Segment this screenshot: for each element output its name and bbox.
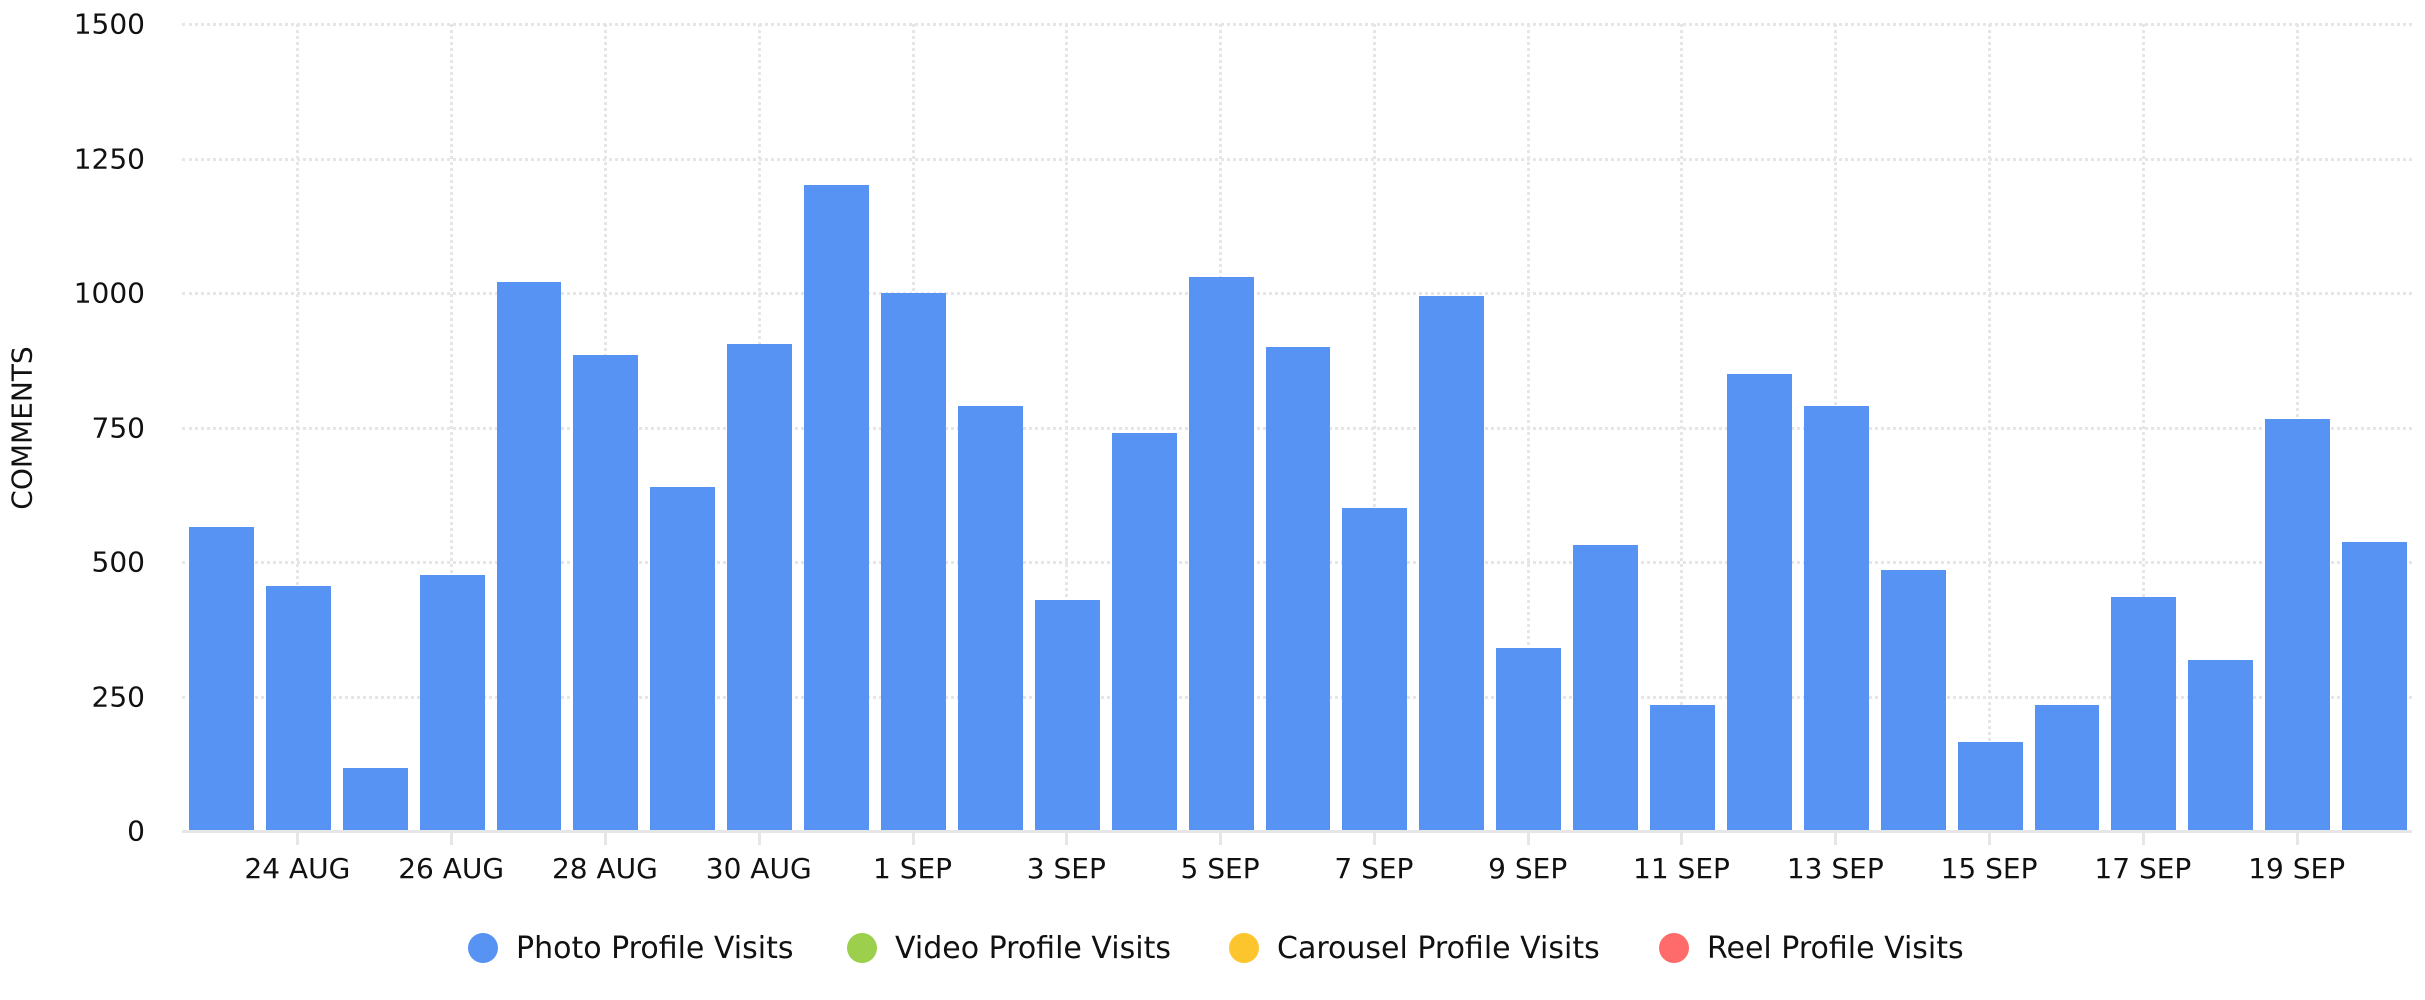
v-gridline xyxy=(2141,24,2145,831)
bar[interactable] xyxy=(2034,704,2100,831)
legend-label: Reel Profile Visits xyxy=(1707,930,1964,966)
y-tick-label: 500 xyxy=(91,545,145,579)
bar[interactable] xyxy=(419,575,485,831)
v-gridline xyxy=(296,24,300,831)
y-tick-label: 1500 xyxy=(73,7,145,41)
bar[interactable] xyxy=(1880,570,1946,831)
bar[interactable] xyxy=(189,527,254,831)
legend-label: Video Profile Visits xyxy=(895,930,1171,966)
y-tick-label: 1000 xyxy=(73,276,145,310)
x-tick-mark xyxy=(603,833,607,845)
bar[interactable] xyxy=(727,344,793,831)
x-tick-label: 24 AUG xyxy=(244,852,351,885)
x-tick-mark xyxy=(1219,833,1223,845)
x-tick-mark xyxy=(911,833,915,845)
y-tick-label: 1250 xyxy=(73,142,145,175)
bar[interactable] xyxy=(496,282,562,831)
x-tick-mark xyxy=(2141,833,2145,845)
y-tick-label: 750 xyxy=(91,411,145,444)
bar[interactable] xyxy=(1265,346,1331,831)
x-tick-mark xyxy=(757,833,761,845)
v-gridline xyxy=(1372,24,1376,831)
x-tick-mark xyxy=(1834,833,1838,845)
bar[interactable] xyxy=(1419,295,1485,831)
v-gridline xyxy=(450,24,454,831)
legend-dot-icon xyxy=(847,933,877,963)
x-tick-label: 13 SEP xyxy=(1786,852,1884,885)
x-tick-label: 5 SEP xyxy=(1180,852,1260,885)
y-tick-label: 250 xyxy=(91,680,145,713)
x-tick-label: 17 SEP xyxy=(2094,852,2192,885)
bar[interactable] xyxy=(2265,419,2331,831)
legend-item-reel[interactable]: Reel Profile Visits xyxy=(1659,926,1964,970)
y-axis-title: COMMENTS xyxy=(5,346,39,510)
x-tick-label: 9 SEP xyxy=(1488,852,1568,885)
x-tick-label: 26 AUG xyxy=(398,852,505,885)
bar[interactable] xyxy=(1188,276,1254,831)
bar[interactable] xyxy=(1573,544,1639,831)
legend: Photo Profile Visits Video Profile Visit… xyxy=(0,926,2425,970)
v-gridline xyxy=(1526,24,1530,831)
x-tick-label: 7 SEP xyxy=(1334,852,1414,885)
bar[interactable] xyxy=(1957,742,2023,831)
x-tick-mark xyxy=(450,833,454,845)
h-gridline xyxy=(182,157,2412,161)
bar[interactable] xyxy=(957,405,1023,831)
v-gridline xyxy=(1988,24,1992,831)
legend-dot-icon xyxy=(468,933,498,963)
bar[interactable] xyxy=(1342,508,1408,831)
bar[interactable] xyxy=(342,767,408,831)
legend-item-photo[interactable]: Photo Profile Visits xyxy=(468,926,794,970)
x-tick-label: 19 SEP xyxy=(2248,852,2346,885)
bar[interactable] xyxy=(2342,542,2407,831)
bar[interactable] xyxy=(2188,659,2254,831)
x-tick-mark xyxy=(1526,833,1530,845)
x-tick-label: 1 SEP xyxy=(872,852,953,885)
v-gridline xyxy=(1065,24,1069,831)
bar[interactable] xyxy=(1111,432,1177,831)
bar[interactable] xyxy=(881,293,946,831)
x-axis-line xyxy=(182,830,2412,833)
bar[interactable] xyxy=(1803,405,1869,831)
x-tick-mark xyxy=(1065,833,1069,845)
bar[interactable] xyxy=(1034,599,1100,831)
legend-item-carousel[interactable]: Carousel Profile Visits xyxy=(1229,926,1600,970)
bar[interactable] xyxy=(650,486,716,831)
legend-label: Carousel Profile Visits xyxy=(1277,930,1600,966)
v-gridline xyxy=(1680,24,1684,831)
h-gridline xyxy=(182,23,2412,26)
x-tick-label: 11 SEP xyxy=(1633,852,1730,885)
bar[interactable] xyxy=(573,354,639,831)
x-tick-label: 3 SEP xyxy=(1026,852,1106,885)
legend-label: Photo Profile Visits xyxy=(516,930,794,966)
bar[interactable] xyxy=(1496,648,1562,831)
x-tick-mark xyxy=(1372,833,1376,845)
x-tick-mark xyxy=(2295,833,2299,845)
bar[interactable] xyxy=(2111,596,2177,831)
x-tick-mark xyxy=(1680,833,1684,845)
x-tick-label: 30 AUG xyxy=(705,852,812,885)
x-tick-mark xyxy=(1988,833,1992,845)
bar[interactable] xyxy=(1726,373,1792,831)
bar[interactable] xyxy=(804,185,870,831)
legend-item-video[interactable]: Video Profile Visits xyxy=(847,926,1171,970)
legend-dot-icon xyxy=(1659,933,1689,963)
legend-dot-icon xyxy=(1229,933,1259,963)
x-tick-label: 15 SEP xyxy=(1940,852,2038,885)
bar[interactable] xyxy=(1650,704,1715,831)
h-gridline xyxy=(182,292,2412,295)
bar[interactable] xyxy=(265,586,331,831)
x-tick-label: 28 AUG xyxy=(551,852,658,885)
y-tick-label: 0 xyxy=(127,814,145,848)
x-tick-mark xyxy=(296,833,300,845)
